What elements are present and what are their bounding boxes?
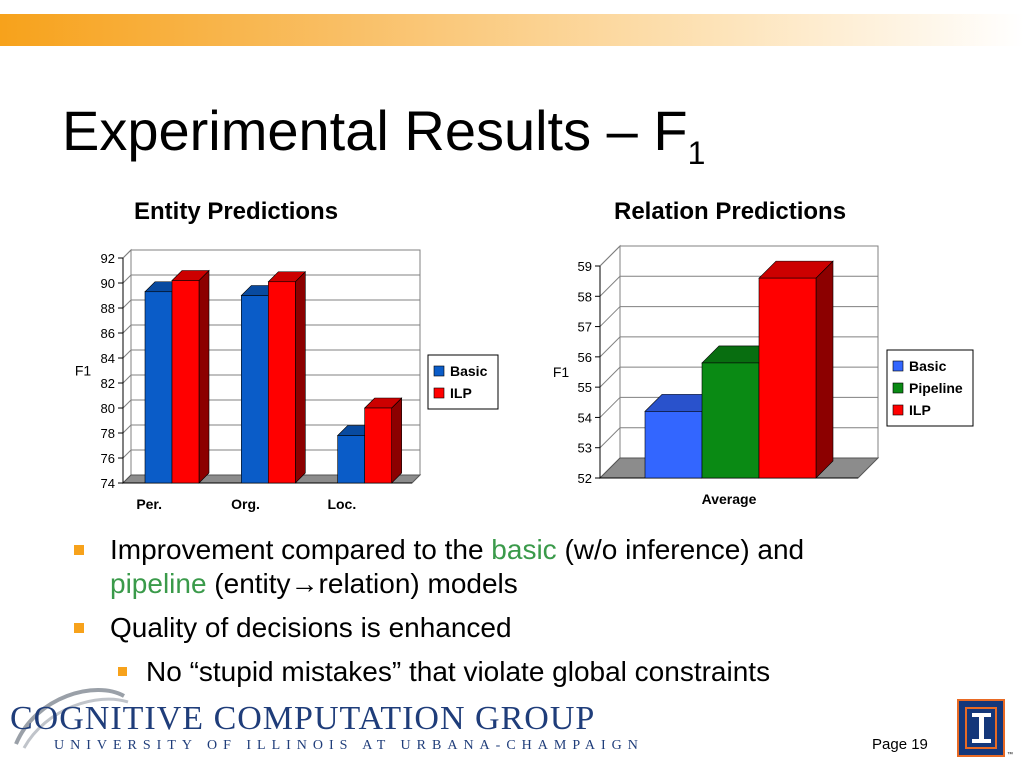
top-accent-bar: [0, 14, 1024, 46]
x-tick-label: Per.: [136, 496, 162, 512]
y-tick-label: 78: [101, 426, 115, 441]
gridline-side: [122, 274, 132, 284]
slide-title: Experimental Results – F1: [62, 99, 706, 171]
basic-highlight: basic: [491, 534, 557, 565]
bar-ilp-org: [268, 281, 296, 484]
bullet-no-mistakes: No “stupid mistakes” that violate global…: [114, 655, 990, 689]
bar-basic-per: [144, 291, 173, 484]
legend-swatch: [433, 365, 445, 377]
y-tick-label: 57: [578, 320, 592, 335]
gridline-side: [122, 299, 132, 309]
relation-chart-title: Relation Predictions: [614, 198, 847, 225]
y-tick-label: 84: [101, 351, 115, 366]
gridline-side: [599, 245, 621, 267]
bar-ilp-average: [758, 277, 817, 479]
gridline-side: [599, 427, 621, 449]
legend-label: Pipeline: [909, 380, 963, 396]
legend-swatch: [433, 387, 445, 399]
y-tick-label: 90: [101, 276, 115, 291]
bar-basic-org: [241, 295, 269, 484]
y-tick-label: 55: [578, 380, 592, 395]
bar-ilp-per: [171, 280, 200, 484]
legend-box: [427, 354, 499, 410]
legend-label: ILP: [909, 402, 931, 418]
bullet-marker: [118, 667, 127, 676]
gridline-side: [122, 349, 132, 359]
bar-basic-average: [644, 411, 703, 479]
chart-side-wall: [122, 248, 132, 485]
bar-pipeline-average: [701, 362, 760, 479]
bar-side: [295, 271, 306, 484]
y-tick-label: 56: [578, 350, 592, 365]
y-tick-label: 86: [101, 326, 115, 341]
pipeline-highlight: pipeline: [110, 568, 207, 599]
trademark-mark: ™: [1007, 752, 1013, 758]
logo-group-name: COGNITIVE COMPUTATION GROUP: [10, 700, 596, 737]
y-tick-label: 88: [101, 301, 115, 316]
cognitive-computation-group-logo: COGNITIVE COMPUTATION GROUP UNIVERSITY O…: [6, 686, 638, 762]
entity-chart-title: Entity Predictions: [134, 198, 339, 225]
gridline-side: [599, 336, 621, 358]
y-axis-label: F1: [75, 363, 92, 379]
chart-side-wall: [599, 244, 621, 480]
bullet-quality: Quality of decisions is enhanced: [70, 611, 990, 645]
y-tick-label: 52: [578, 471, 592, 486]
gridline-side: [599, 275, 621, 297]
bullet-list: Improvement compared to the basic (w/o i…: [70, 533, 990, 699]
gridline-side: [122, 249, 132, 259]
bullet-marker: [74, 623, 84, 633]
bar-side: [815, 260, 834, 479]
university-i-logo-icon: [957, 699, 1005, 757]
bar-side: [391, 397, 402, 484]
y-tick-label: 80: [101, 401, 115, 416]
bar-basic-loc: [337, 435, 365, 484]
y-tick-label: 74: [101, 476, 115, 491]
logo-swoosh-icon: [14, 688, 129, 749]
gridline-side: [122, 449, 132, 459]
bar-ilp-loc: [364, 407, 392, 484]
y-tick-label: 59: [578, 259, 592, 274]
legend-swatch: [892, 404, 904, 416]
y-axis-label: F1: [553, 364, 570, 380]
bullet-marker: [74, 545, 84, 555]
x-tick-label: Average: [702, 491, 757, 507]
charts-canvas: 74 76 78 80 82 84 86 88 90 92 F1 Per. Org. Loc. Basic I…: [75, 244, 974, 512]
y-tick-label: 82: [101, 376, 115, 391]
gridline-side: [122, 424, 132, 434]
legend-label: Basic: [909, 358, 947, 374]
page-number: Page 19: [872, 736, 928, 753]
legend-label: Basic: [450, 363, 488, 379]
gridline-side: [599, 397, 621, 418]
y-tick-label: 53: [578, 441, 592, 456]
y-tick-label: 54: [578, 410, 592, 425]
gridline-side: [599, 306, 621, 327]
gridline-side: [122, 374, 132, 384]
logo-university: UNIVERSITY OF ILLINOIS AT URBANA-CHAMPAI…: [54, 738, 644, 753]
gridline-side: [122, 399, 132, 409]
x-tick-label: Loc.: [327, 496, 356, 512]
bar-side: [198, 269, 210, 484]
y-tick-label: 76: [101, 451, 115, 466]
legend-label: ILP: [450, 385, 472, 401]
y-tick-label: 92: [101, 251, 115, 266]
gridline-side: [599, 366, 621, 388]
legend-swatch: [892, 382, 904, 394]
gridline-side: [122, 324, 132, 334]
bullet-improvement: Improvement compared to the basic (w/o i…: [70, 533, 990, 601]
x-tick-label: Org.: [231, 496, 260, 512]
legend-swatch: [892, 360, 904, 372]
y-tick-label: 58: [578, 289, 592, 304]
